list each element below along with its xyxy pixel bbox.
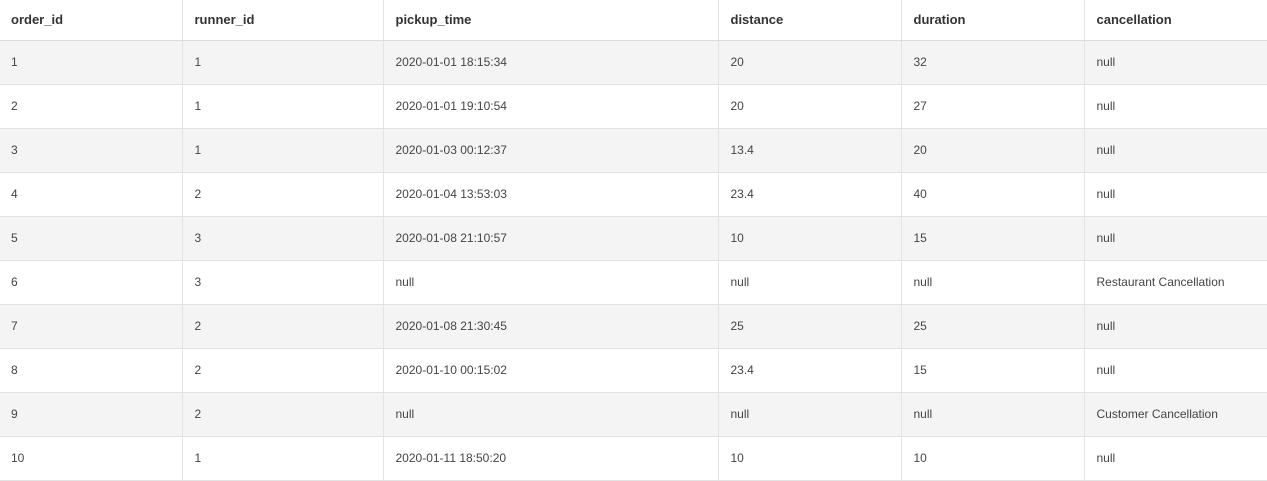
table-cell: 2 [181, 172, 383, 217]
table-row: 9 2 null null null Customer Cancellation [0, 392, 1267, 437]
table-cell: 1 [181, 436, 383, 481]
table-body: 1 1 2020-01-01 18:15:34 20 32 null 2 1 2020-01-0… [0, 40, 1267, 481]
table-cell: 20 [900, 128, 1084, 173]
table-cell: null [1083, 304, 1267, 349]
table-row: 2 1 2020-01-01 19:10:54 20 27 null [0, 84, 1267, 129]
table-cell: 2 [0, 84, 182, 129]
table-cell: 13.4 [717, 128, 901, 173]
column-header[interactable]: duration [900, 0, 1084, 41]
table-cell: null [1083, 436, 1267, 481]
table-cell: 10 [717, 216, 901, 261]
table-cell: null [900, 260, 1084, 305]
table-row: 3 1 2020-01-03 00:12:37 13.4 20 null [0, 128, 1267, 173]
table-cell: 2 [181, 304, 383, 349]
table-cell: 9 [0, 392, 182, 437]
table-cell: 2 [181, 392, 383, 437]
table-row: 10 1 2020-01-11 18:50:20 10 10 null [0, 436, 1267, 481]
table-cell: 7 [0, 304, 182, 349]
table-cell: 32 [900, 40, 1084, 85]
table-cell: 3 [181, 216, 383, 261]
table-row: 1 1 2020-01-01 18:15:34 20 32 null [0, 40, 1267, 85]
table-cell: null [900, 392, 1084, 437]
column-header[interactable]: cancellation [1083, 0, 1267, 41]
table-cell: null [1083, 128, 1267, 173]
table-cell: null [382, 260, 718, 305]
table-row: 7 2 2020-01-08 21:30:45 25 25 null [0, 304, 1267, 349]
table-cell: 1 [181, 40, 383, 85]
table-row: 5 3 2020-01-08 21:10:57 10 15 null [0, 216, 1267, 261]
table-cell: 5 [0, 216, 182, 261]
table-cell: 20 [717, 84, 901, 129]
table-cell: Restaurant Cancellation [1083, 260, 1267, 305]
column-header[interactable]: pickup_time [382, 0, 718, 41]
table-cell: 10 [0, 436, 182, 481]
table-cell: 23.4 [717, 348, 901, 393]
table-row: 6 3 null null null Restaurant Cancellation [0, 260, 1267, 305]
table-cell: 15 [900, 216, 1084, 261]
table-cell: 2020-01-04 13:53:03 [382, 172, 718, 217]
table-cell: 2020-01-01 19:10:54 [382, 84, 718, 129]
table-cell: 1 [0, 40, 182, 85]
table-cell: Customer Cancellation [1083, 392, 1267, 437]
table-cell: 23.4 [717, 172, 901, 217]
table-cell: null [1083, 348, 1267, 393]
table-row: 8 2 2020-01-10 00:15:02 23.4 15 null [0, 348, 1267, 393]
table-cell: null [382, 392, 718, 437]
table-cell: 2020-01-03 00:12:37 [382, 128, 718, 173]
table-cell: 3 [181, 260, 383, 305]
table-cell: 8 [0, 348, 182, 393]
table-cell: null [717, 260, 901, 305]
table-cell: 25 [900, 304, 1084, 349]
table-cell: 20 [717, 40, 901, 85]
table-cell: 4 [0, 172, 182, 217]
table-cell: null [1083, 40, 1267, 85]
table-cell: null [717, 392, 901, 437]
table-cell: 10 [900, 436, 1084, 481]
table-cell: 40 [900, 172, 1084, 217]
table-cell: 2020-01-10 00:15:02 [382, 348, 718, 393]
table-cell: null [1083, 84, 1267, 129]
table-cell: 10 [717, 436, 901, 481]
table-cell: 2020-01-01 18:15:34 [382, 40, 718, 85]
table-cell: 2020-01-08 21:30:45 [382, 304, 718, 349]
column-header[interactable]: runner_id [181, 0, 383, 41]
table-cell: 2 [181, 348, 383, 393]
table-cell: 3 [0, 128, 182, 173]
table-cell: 27 [900, 84, 1084, 129]
table-cell: 6 [0, 260, 182, 305]
table-cell: null [1083, 172, 1267, 217]
table-header-row: order_id runner_id pickup_time distance … [0, 0, 1267, 41]
table-cell: 2020-01-11 18:50:20 [382, 436, 718, 481]
table-cell: 1 [181, 128, 383, 173]
table-cell: 1 [181, 84, 383, 129]
column-header[interactable]: order_id [0, 0, 182, 41]
table-cell: null [1083, 216, 1267, 261]
table-cell: 25 [717, 304, 901, 349]
table-cell: 15 [900, 348, 1084, 393]
table-cell: 2020-01-08 21:10:57 [382, 216, 718, 261]
table-row: 4 2 2020-01-04 13:53:03 23.4 40 null [0, 172, 1267, 217]
column-header[interactable]: distance [717, 0, 901, 41]
